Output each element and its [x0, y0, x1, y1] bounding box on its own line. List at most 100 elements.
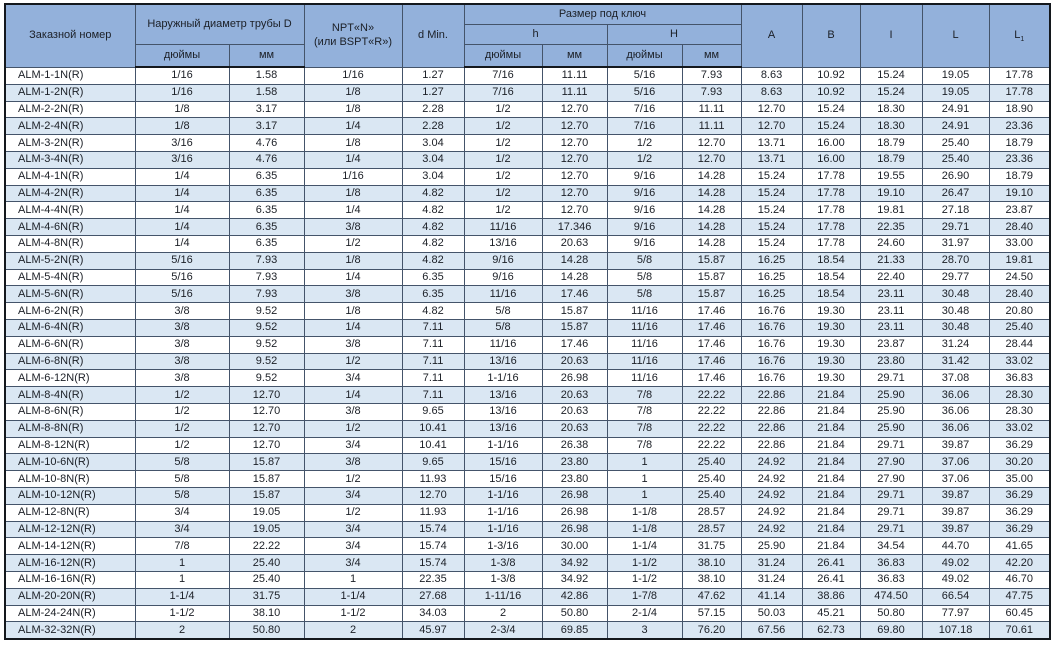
value-cell: 4.82 [401, 201, 465, 220]
value-cell: 1/2 [463, 150, 543, 169]
order-number-cell: ALM-4-2N(R) [4, 184, 136, 203]
order-number-cell: ALM-12-12N(R) [4, 520, 136, 539]
value-cell: 1/16 [134, 83, 230, 102]
value-cell: 37.06 [921, 470, 990, 488]
value-cell: 29.71 [859, 503, 923, 522]
value-cell: 11/16 [463, 335, 543, 354]
value-cell: 1 [134, 554, 230, 572]
value-cell: 15.87 [681, 285, 742, 304]
value-cell: 1/8 [303, 100, 403, 119]
value-cell: 9.52 [228, 335, 305, 354]
value-cell: 5/8 [134, 486, 230, 505]
value-cell: 1/2 [463, 201, 543, 220]
value-cell: 9/16 [606, 234, 683, 253]
table-row: ALM-10-8N(R) 5/8 15.87 1/2 11.93 15/16 23.80 1 2… [4, 470, 1051, 488]
value-cell: 7/8 [134, 537, 230, 556]
value-cell: 21.84 [801, 419, 861, 438]
value-cell: 3 [606, 621, 683, 640]
value-cell: 19.05 [921, 66, 990, 85]
value-cell: 22.22 [228, 537, 305, 556]
value-cell: 1/4 [134, 201, 230, 220]
value-cell: 1/4 [134, 218, 230, 236]
value-cell: 10.41 [401, 436, 465, 455]
value-cell: 22.86 [740, 419, 803, 438]
value-cell: 17.46 [681, 335, 742, 354]
value-cell: 23.87 [859, 335, 923, 354]
value-cell: 9.52 [228, 369, 305, 388]
value-cell: 15.74 [401, 537, 465, 556]
value-cell: 5/16 [606, 66, 683, 85]
table-row: ALM-2-4N(R) 1/8 3.17 1/4 2.28 1/2 12.70 7/16 11.… [4, 117, 1051, 136]
value-cell: 7.11 [401, 369, 465, 388]
value-cell: 1-7/8 [606, 587, 683, 606]
col-header-npt: NPT«N» (или BSPT«R») [303, 3, 403, 68]
table-row: ALM-8-4N(R) 1/2 12.70 1/4 7.11 13/16 20.63 7/8 2… [4, 386, 1051, 404]
value-cell: 17.346 [541, 218, 608, 236]
value-cell: 1-1/4 [606, 537, 683, 556]
value-cell: 11/16 [606, 318, 683, 337]
value-cell: 39.87 [921, 503, 990, 522]
value-cell: 24.92 [740, 470, 803, 488]
order-number-cell: ALM-10-6N(R) [4, 453, 136, 472]
value-cell: 11.11 [541, 83, 608, 102]
table-row: ALM-5-4N(R) 5/16 7.93 1/4 6.35 9/16 14.28 5/8 15… [4, 268, 1051, 287]
value-cell: 17.46 [681, 318, 742, 337]
subheader-h-small-mm: мм [541, 44, 608, 68]
order-number-cell: ALM-5-4N(R) [4, 268, 136, 287]
value-cell: 24.50 [988, 268, 1051, 287]
order-number-cell: ALM-4-1N(R) [4, 167, 136, 186]
value-cell: 11.93 [401, 503, 465, 522]
value-cell: 35.00 [988, 470, 1051, 488]
value-cell: 3/8 [303, 285, 403, 304]
value-cell: 1/2 [303, 503, 403, 522]
value-cell: 24.92 [740, 520, 803, 539]
value-cell: 12.70 [681, 134, 742, 152]
value-cell: 19.55 [859, 167, 923, 186]
value-cell: 19.30 [801, 318, 861, 337]
value-cell: 19.05 [921, 83, 990, 102]
value-cell: 16.00 [801, 134, 861, 152]
value-cell: 42.86 [541, 587, 608, 606]
order-number-cell: ALM-3-2N(R) [4, 134, 136, 152]
value-cell: 15.24 [740, 234, 803, 253]
value-cell: 36.83 [859, 570, 923, 589]
order-number-cell: ALM-20-20N(R) [4, 587, 136, 606]
value-cell: 20.63 [541, 402, 608, 421]
value-cell: 38.10 [228, 604, 305, 623]
value-cell: 21.84 [801, 436, 861, 455]
value-cell: 15/16 [463, 453, 543, 472]
value-cell: 6.35 [401, 268, 465, 287]
value-cell: 39.87 [921, 520, 990, 539]
value-cell: 13.71 [740, 134, 803, 152]
table-row: ALM-4-4N(R) 1/4 6.35 1/4 4.82 1/2 12.70 9/16 14.… [4, 201, 1051, 220]
value-cell: 17.78 [988, 83, 1051, 102]
value-cell: 14.28 [681, 167, 742, 186]
order-number-cell: ALM-3-4N(R) [4, 150, 136, 169]
value-cell: 37.06 [921, 453, 990, 472]
value-cell: 12.70 [541, 117, 608, 136]
value-cell: 11/16 [463, 285, 543, 304]
value-cell: 5/8 [134, 470, 230, 488]
value-cell: 28.44 [988, 335, 1051, 354]
value-cell: 10.41 [401, 419, 465, 438]
table-header: Заказной номер Наружный диаметр трубы D … [4, 3, 1051, 68]
order-number-cell: ALM-16-16N(R) [4, 570, 136, 589]
value-cell: 50.80 [228, 621, 305, 640]
value-cell: 7/16 [463, 66, 543, 85]
value-cell: 6.35 [228, 234, 305, 253]
order-number-cell: ALM-8-4N(R) [4, 386, 136, 404]
value-cell: 12.70 [401, 486, 465, 505]
value-cell: 7.11 [401, 352, 465, 371]
value-cell: 1/4 [134, 234, 230, 253]
l1-subscript: 1 [1020, 36, 1025, 44]
value-cell: 1/16 [134, 66, 230, 85]
value-cell: 1/2 [134, 419, 230, 438]
value-cell: 76.20 [681, 621, 742, 640]
value-cell: 5/8 [606, 251, 683, 270]
value-cell: 16.76 [740, 335, 803, 354]
value-cell: 11.11 [541, 66, 608, 85]
value-cell: 18.79 [859, 150, 923, 169]
value-cell: 3.04 [401, 167, 465, 186]
value-cell: 15.24 [859, 66, 923, 85]
col-header-b: B [801, 3, 861, 68]
